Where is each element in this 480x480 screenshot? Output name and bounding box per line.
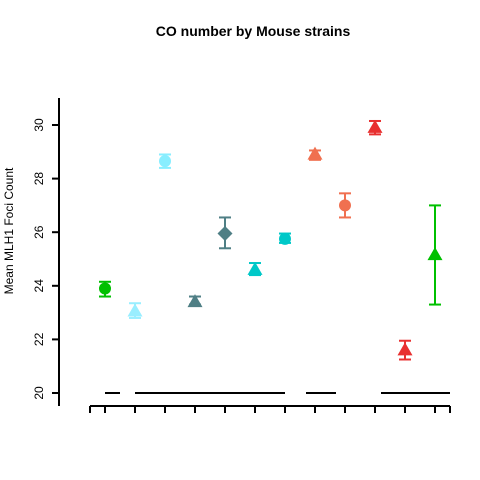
y-tick-label: 20 (32, 386, 46, 400)
data-point (307, 146, 323, 161)
marker-diamond (217, 226, 233, 242)
data-point (127, 302, 143, 319)
y-tick-label: 24 (32, 279, 46, 293)
data-point (99, 280, 111, 298)
marker-triangle (127, 303, 143, 317)
x-ticks (89, 406, 451, 413)
marker-circle (339, 199, 351, 212)
data-point (159, 153, 171, 169)
marker-triangle (247, 261, 263, 275)
chart-title: CO number by Mouse strains (156, 23, 351, 39)
data-point (339, 192, 351, 219)
y-tick-label: 26 (32, 225, 46, 239)
data-point (427, 204, 443, 306)
y-ticks: 20 22 24 26 28 30 (32, 118, 59, 400)
data-markers (99, 119, 443, 361)
y-tick-label: 30 (32, 118, 46, 132)
marker-circle (159, 155, 171, 168)
marker-circle (279, 232, 291, 245)
data-point (187, 294, 203, 308)
y-tick-label: 22 (32, 332, 46, 346)
marker-triangle (397, 342, 413, 356)
marker-triangle (307, 146, 323, 160)
marker-triangle (187, 294, 203, 308)
data-point (397, 339, 413, 361)
marker-circle (99, 282, 111, 295)
data-point (247, 261, 263, 277)
y-axis-label: Mean MLH1 Foci Count (2, 167, 16, 294)
data-point (279, 232, 291, 245)
marker-triangle (367, 119, 383, 133)
y-tick-label: 28 (32, 172, 46, 186)
marker-triangle (427, 247, 443, 261)
data-point (367, 119, 383, 136)
data-point (217, 216, 233, 250)
